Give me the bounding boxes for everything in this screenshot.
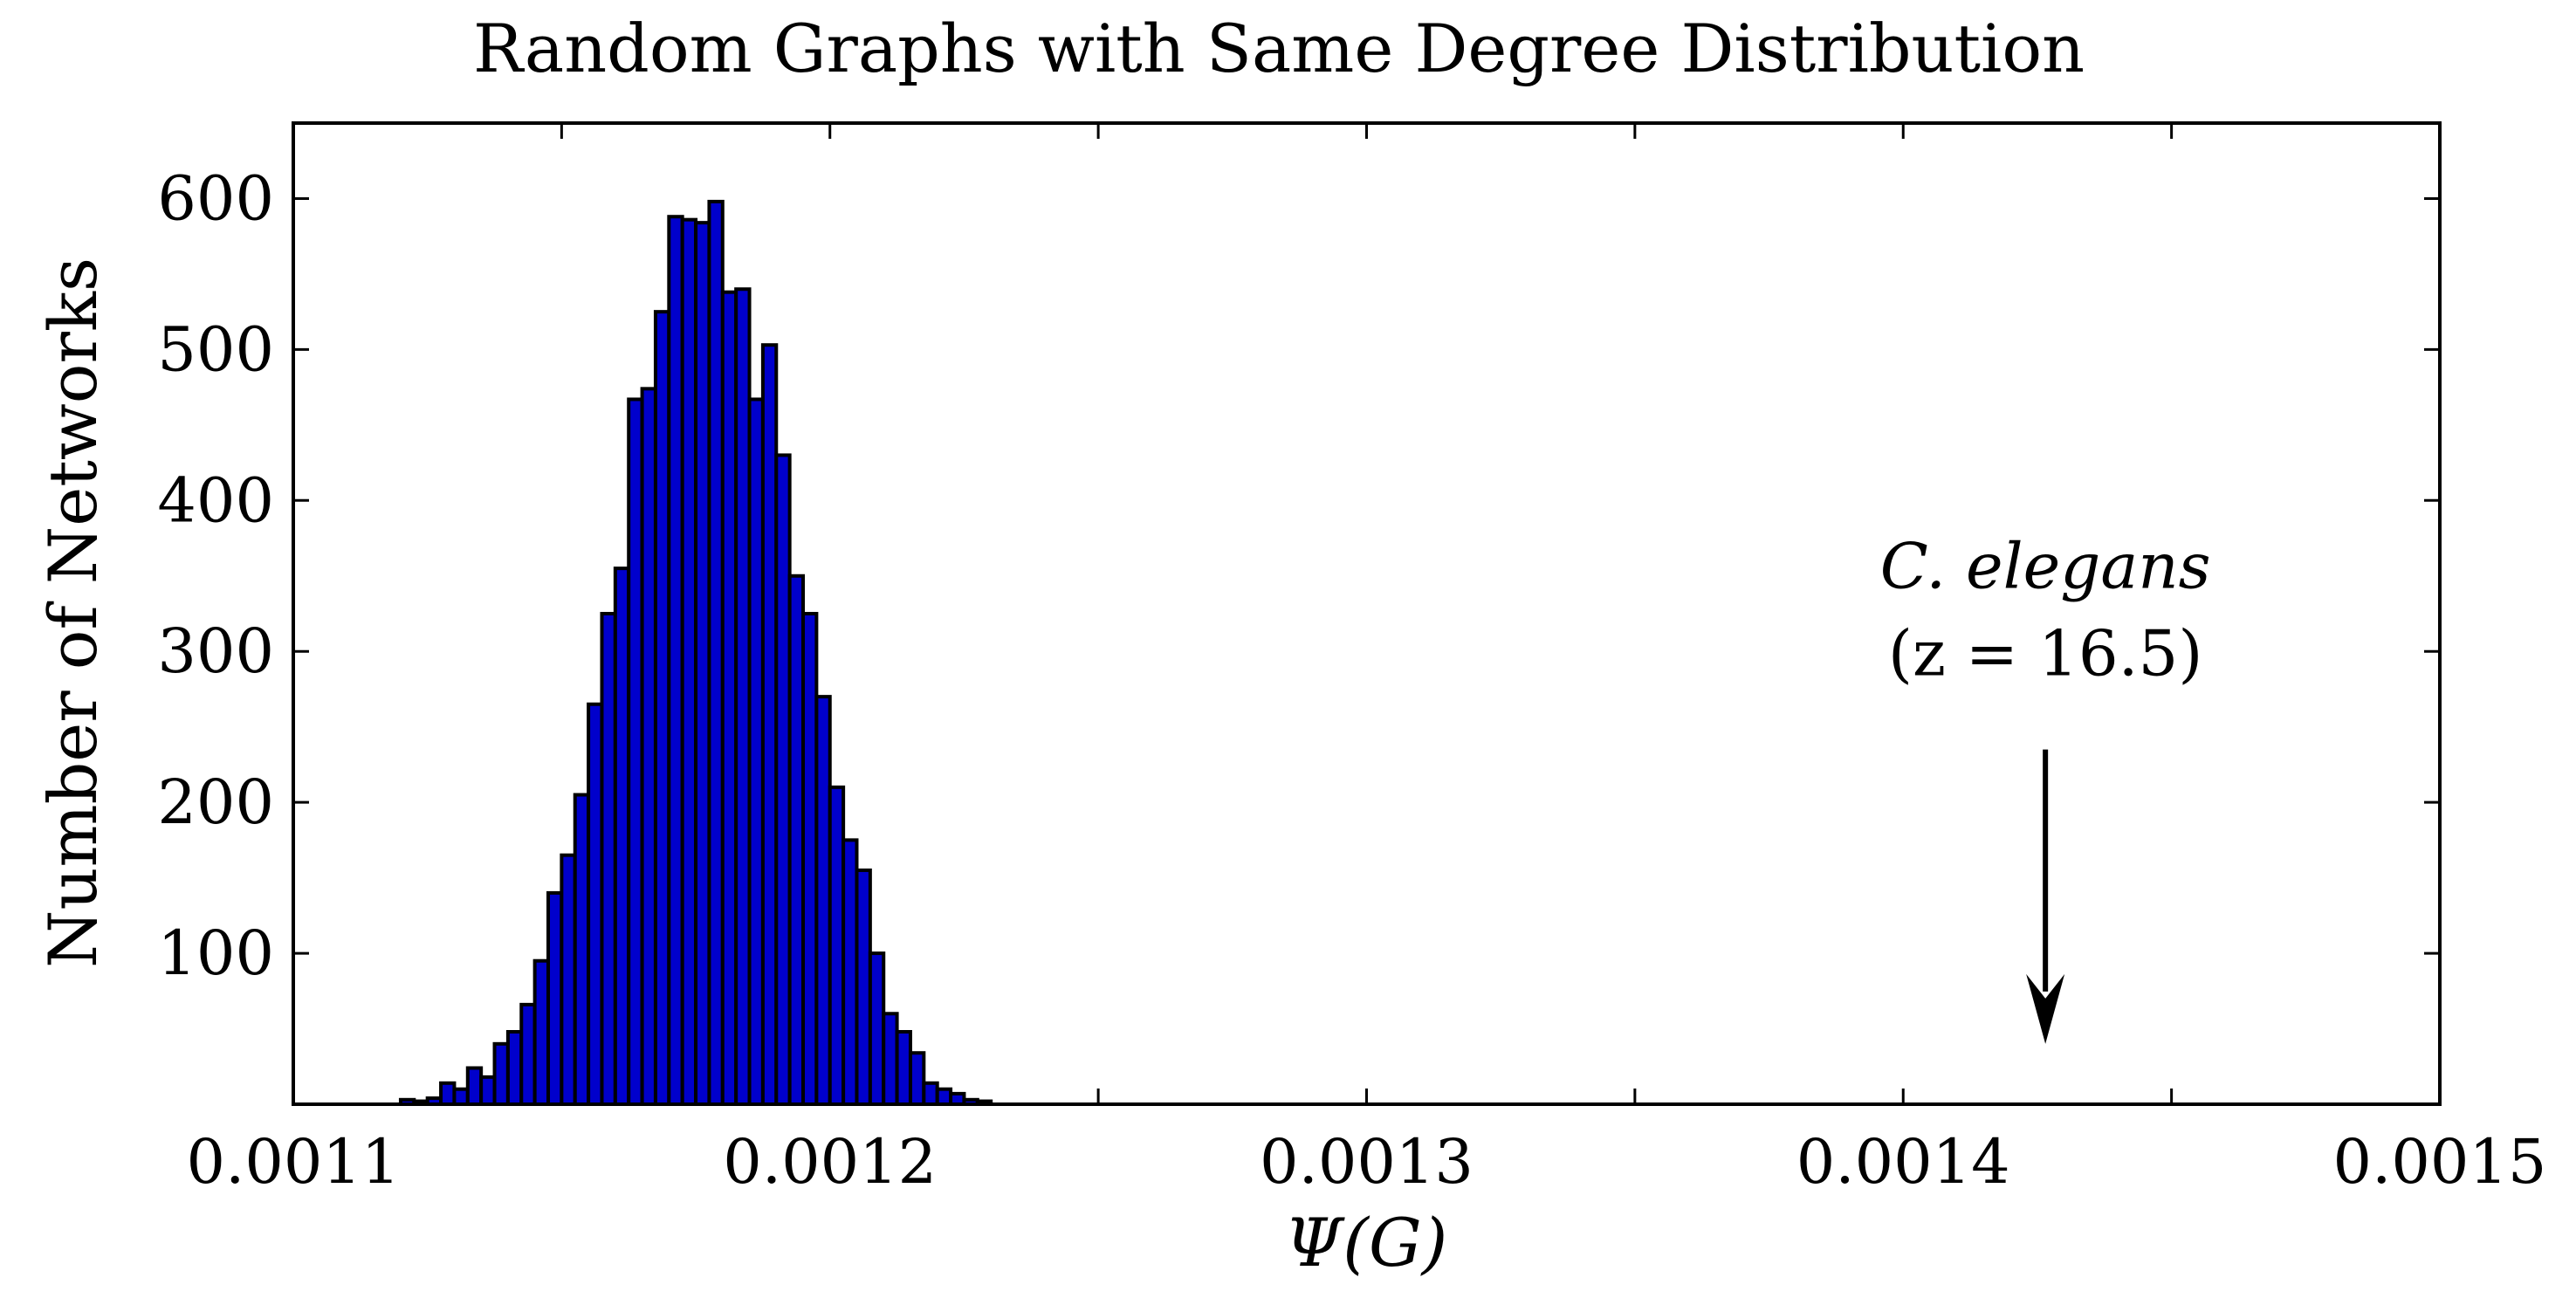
histogram-bar	[560, 853, 577, 1106]
histogram-bar	[841, 838, 859, 1106]
annotation-arrow-head	[2026, 973, 2065, 1044]
histogram-bar	[787, 574, 806, 1106]
histogram-bar	[519, 1002, 537, 1106]
plot-frame	[292, 121, 2442, 1106]
y-tick-label: 600	[157, 162, 274, 234]
histogram-bar	[653, 310, 671, 1106]
y-tick-label: 500	[157, 313, 274, 385]
y-tick-label: 200	[157, 766, 274, 838]
y-axis-label: Number of Networks	[34, 258, 112, 968]
x-tick-labels: 0.0011 0.0012 0.0013 0.0014 0.0015	[187, 1126, 2547, 1198]
histogram-bar	[707, 199, 725, 1106]
histogram-bar	[573, 793, 591, 1106]
histogram-bar	[935, 1087, 953, 1106]
histogram-bar	[747, 397, 765, 1106]
y-tick-labels: 100 200 300 400 500 600	[157, 162, 274, 989]
chart-title: Random Graphs with Same Degree Distribut…	[473, 10, 2085, 87]
histogram-bar	[882, 1012, 899, 1106]
histogram-bar	[640, 387, 657, 1106]
y-tick-label: 400	[157, 464, 274, 536]
x-axis-label: Ψ(G)	[1285, 1204, 1448, 1281]
histogram-bar	[734, 287, 752, 1107]
histogram-bar	[814, 695, 832, 1106]
histogram-bar	[613, 567, 631, 1106]
histogram-bar	[600, 612, 617, 1106]
histogram-bar	[828, 785, 846, 1106]
x-tick-label: 0.0015	[2333, 1126, 2547, 1198]
annotation-c-elegans: C. elegans (z = 16.5)	[1880, 530, 2211, 1044]
histogram-bars	[398, 199, 993, 1107]
histogram-bar	[908, 1051, 926, 1106]
histogram-bar	[479, 1075, 497, 1106]
histogram-bar	[922, 1081, 939, 1107]
histogram-bar	[895, 1030, 912, 1106]
x-tick-label: 0.0011	[187, 1126, 401, 1198]
x-tick-label: 0.0013	[1260, 1126, 1473, 1198]
histogram-bar	[801, 612, 819, 1106]
histogram-bar	[452, 1087, 470, 1106]
x-tick-label: 0.0012	[723, 1126, 937, 1198]
histogram-bar	[694, 221, 711, 1106]
histogram-bar	[627, 397, 644, 1106]
histogram-bar	[720, 290, 738, 1107]
histogram-bar	[667, 215, 684, 1106]
histogram-bar	[760, 343, 779, 1106]
histogram-bar	[492, 1041, 510, 1106]
histogram-bar	[680, 217, 698, 1107]
histogram-bar	[587, 702, 604, 1106]
y-tick-label: 300	[157, 615, 274, 687]
annotation-label: C. elegans	[1880, 530, 2211, 603]
histogram-bar	[546, 890, 564, 1106]
histogram-bar	[868, 951, 886, 1106]
histogram-bar	[439, 1081, 457, 1107]
x-tick-label: 0.0014	[1796, 1126, 2010, 1198]
histogram-bar	[465, 1066, 484, 1106]
histogram-bar	[532, 958, 551, 1106]
annotation-zscore: (z = 16.5)	[1888, 617, 2203, 690]
histogram-bar	[855, 868, 872, 1106]
y-tick-label: 100	[157, 917, 274, 989]
histogram-bar	[505, 1030, 524, 1106]
histogram-bar	[774, 453, 792, 1106]
